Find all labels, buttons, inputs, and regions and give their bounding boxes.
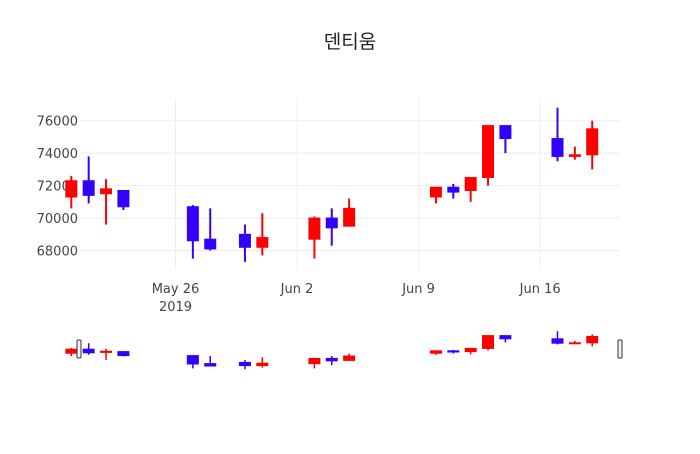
y-tick-label: 76000	[37, 115, 78, 130]
candle-body-increasing	[482, 335, 495, 349]
candle-body-decreasing	[82, 180, 95, 196]
candle-body-decreasing	[117, 351, 130, 357]
candle-body-decreasing	[186, 355, 199, 365]
candle-body-increasing	[429, 186, 442, 198]
range-slider-right-handle[interactable]	[617, 339, 623, 359]
candle-body-increasing	[586, 128, 599, 156]
candle-body-decreasing	[238, 361, 251, 367]
x-axis: May 26 2019 Jun 2 Jun 9 Jun 16	[152, 282, 561, 315]
candle-body-increasing	[586, 335, 599, 344]
y-tick-label: 74000	[37, 147, 78, 162]
chart-title: 덴티움	[324, 31, 376, 53]
candle-body-increasing	[429, 350, 442, 354]
candles-layer	[65, 107, 599, 262]
candle-body-decreasing	[325, 357, 338, 362]
candle-body-decreasing	[325, 217, 338, 229]
candle-body-increasing	[568, 154, 581, 157]
candle-body-decreasing	[117, 189, 130, 208]
candle-body-increasing	[482, 125, 495, 179]
candle-body-increasing	[568, 342, 581, 345]
range-slider-left-handle[interactable]	[76, 339, 82, 359]
range-slider[interactable]	[65, 328, 623, 372]
candle-body-increasing	[256, 362, 269, 367]
candle-body-increasing	[65, 348, 78, 354]
candle-body-decreasing	[204, 238, 217, 250]
candle-body-increasing	[464, 347, 477, 353]
candle-body-decreasing	[499, 335, 512, 340]
candle-body-decreasing	[499, 125, 512, 140]
candle-body-decreasing	[447, 350, 460, 353]
range-slider-candles	[65, 331, 599, 370]
candle-body-increasing	[100, 188, 113, 195]
candle-body-decreasing	[551, 138, 564, 157]
x-tick-label: May 26	[152, 282, 200, 297]
candle-body-increasing	[65, 180, 78, 198]
x-tick-label: Jun 2	[280, 282, 314, 297]
candle-body-increasing	[308, 217, 321, 240]
x-tick-label: Jun 16	[519, 282, 561, 297]
y-tick-label: 68000	[37, 245, 78, 260]
x-tick-label: Jun 9	[401, 282, 435, 297]
candle-body-decreasing	[186, 206, 199, 242]
candle-body-decreasing	[204, 363, 217, 367]
candle-body-increasing	[343, 355, 356, 361]
range-slider-background	[80, 328, 620, 372]
candle-body-increasing	[464, 177, 477, 191]
candle-body-increasing	[256, 237, 269, 248]
y-tick-label: 70000	[37, 212, 78, 227]
candle-body-decreasing	[82, 348, 95, 354]
candle-body-decreasing	[551, 338, 564, 344]
candle-body-increasing	[100, 350, 113, 353]
candle-body-increasing	[308, 357, 321, 365]
candle-body-decreasing	[447, 186, 460, 193]
candle-body-decreasing	[238, 233, 251, 248]
grid-layer	[80, 98, 620, 270]
candle-body-increasing	[343, 207, 356, 227]
x-tick-sublabel: 2019	[159, 300, 192, 315]
